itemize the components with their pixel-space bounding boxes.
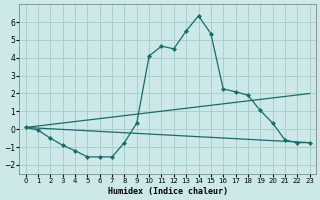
X-axis label: Humidex (Indice chaleur): Humidex (Indice chaleur) [108, 187, 228, 196]
